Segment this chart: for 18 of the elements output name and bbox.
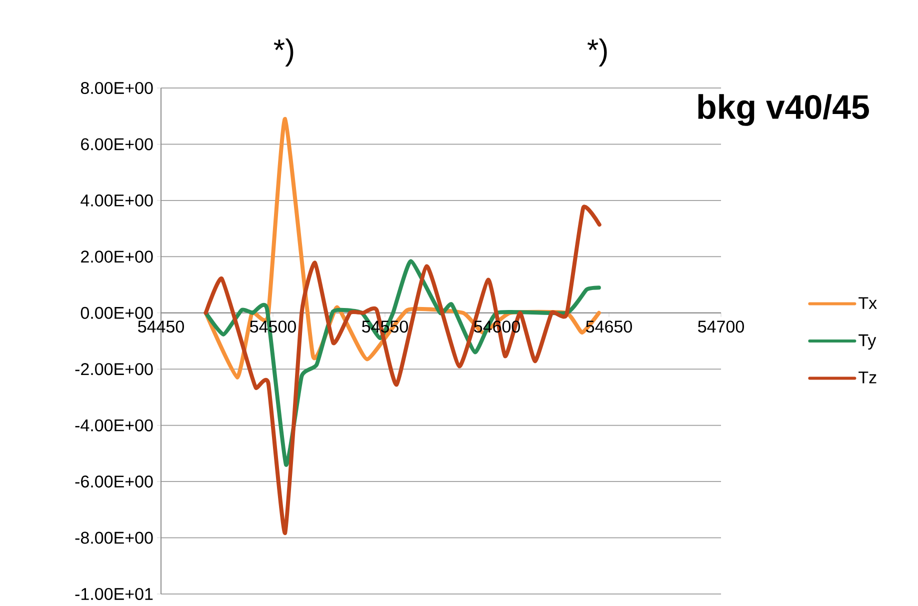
text: *) (587, 38, 607, 66)
legend-label: Ty (858, 334, 876, 350)
y-tick-label: -1.00E+01 (75, 588, 153, 600)
x-tick-label: 54700 (698, 320, 744, 333)
y-tick-label: 2.00E+00 (81, 250, 153, 263)
legend-label: Tx (858, 297, 877, 309)
y-tick-label: -4.00E+00 (75, 419, 153, 432)
text: *) (274, 38, 294, 66)
y-tick-label: 6.00E+00 (81, 138, 153, 150)
legend-label: Tz (858, 372, 876, 384)
y-tick-label: -6.00E+00 (75, 476, 153, 488)
y-tick-label: 8.00E+00 (80, 82, 153, 94)
y-tick-label: -8.00E+00 (75, 532, 153, 544)
y-tick-label: -2.00E+00 (75, 363, 153, 376)
x-tick-label: 54450 (138, 320, 184, 333)
chart-title: bkg v40/45 (698, 94, 869, 126)
y-tick-label: 4.00E+00 (80, 194, 153, 206)
y-tick-label: 0.00E+00 (80, 306, 153, 319)
